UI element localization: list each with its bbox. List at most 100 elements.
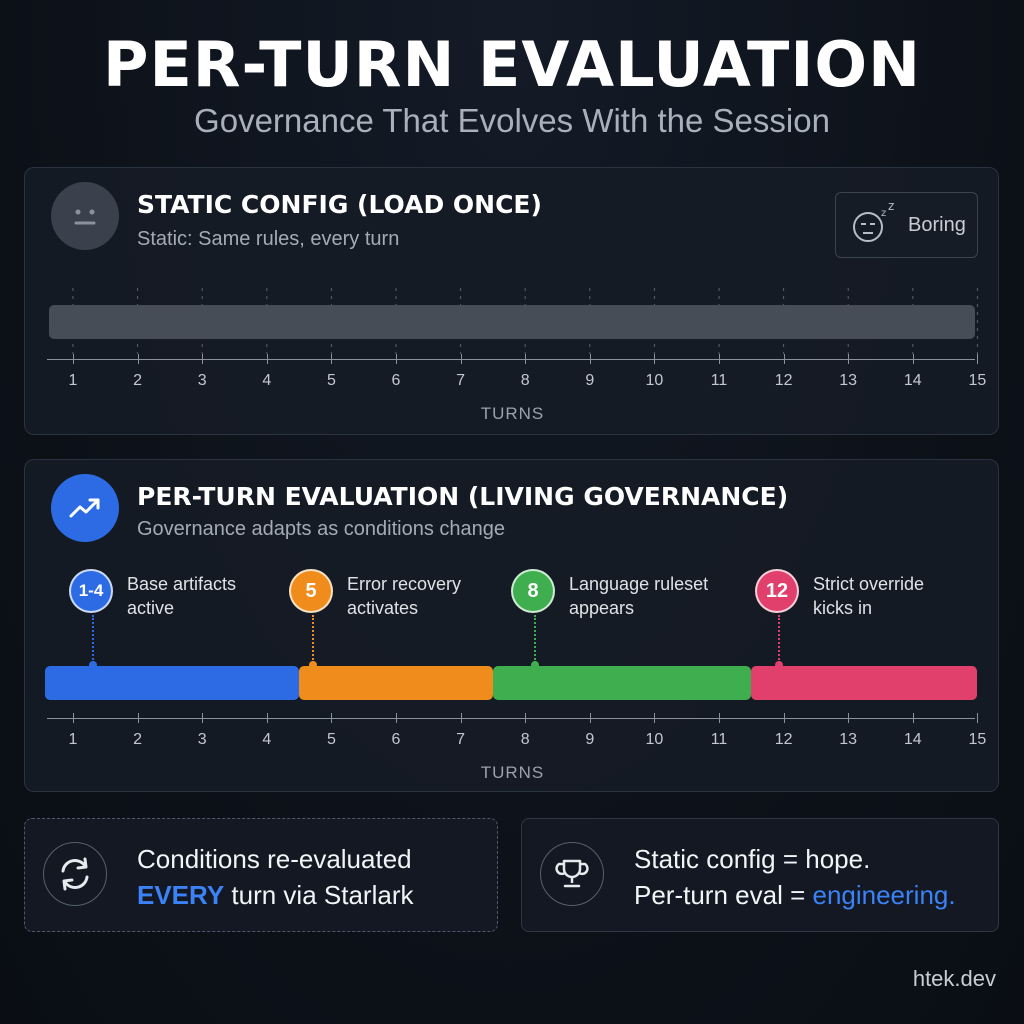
static-tick-label: 14 (903, 372, 922, 389)
living-tick-label: 15 (968, 731, 987, 748)
static-axis-line (47, 359, 975, 360)
every-accent: EVERY (137, 880, 225, 910)
footer-domain: htek.dev (912, 966, 996, 991)
phase-connector-dot (89, 661, 97, 669)
static-tick-label: 8 (520, 372, 530, 389)
static-axis-title: TURNS (480, 404, 545, 423)
living-tick (848, 713, 850, 723)
static-tick (73, 354, 74, 364)
svg-text:z: z (881, 208, 886, 219)
living-tick (396, 713, 397, 723)
static-tick-label: 7 (456, 372, 466, 389)
static-tick-label: 3 (197, 372, 207, 389)
living-governance-panel: PER-TURN EVALUATION (LIVING GOVERNANCE) … (24, 459, 999, 792)
phase-description: Language ruleset appears (569, 572, 729, 620)
living-tick-label: 14 (903, 731, 922, 748)
living-tick-label: 8 (520, 731, 530, 748)
phase-connector-dot (309, 661, 317, 669)
phase-segment (492, 666, 752, 700)
static-panel-title: STATIC CONFIG (LOAD ONCE) (137, 190, 542, 219)
trophy-icon (540, 842, 604, 906)
svg-text:z: z (888, 201, 894, 213)
static-tick (912, 354, 914, 364)
living-tick-label: 4 (262, 731, 272, 748)
living-tick (73, 713, 74, 723)
static-tick-label: 1 (68, 372, 78, 389)
phase-connector-dot (775, 661, 783, 669)
static-tick-label: 15 (968, 372, 987, 389)
living-tick (202, 713, 204, 723)
re-evaluation-line2: EVERY turn via Starlark (137, 877, 413, 913)
phase-marker: 1-4 (69, 569, 113, 613)
living-tick-label: 5 (326, 731, 336, 748)
static-tick (525, 354, 527, 364)
phase-description: Base artifacts active (127, 572, 287, 620)
phase-description-line1: Language ruleset (569, 574, 709, 594)
phase-description-line2: active (127, 598, 175, 618)
living-tick-label: 3 (197, 731, 207, 748)
static-config-panel: STATIC CONFIG (LOAD ONCE) Static: Same r… (24, 167, 999, 435)
phase-connector (312, 615, 314, 663)
living-tick (783, 713, 785, 723)
living-axis-title: TURNS (480, 763, 545, 782)
engineering-line: Per-turn eval = engineering. (634, 877, 956, 913)
static-tick (783, 354, 785, 364)
static-tick-label: 5 (326, 372, 336, 389)
living-tick-label: 9 (585, 731, 595, 748)
boring-badge: z z Boring (835, 192, 978, 258)
phase-marker: 8 (511, 569, 555, 613)
living-panel-subtitle: Governance adapts as conditions change (137, 518, 506, 540)
living-tick (912, 713, 914, 723)
hope-vs-engineering-text: Static config = hope. Per-turn eval = en… (634, 841, 956, 913)
living-tick (331, 713, 333, 723)
living-tick (977, 713, 979, 723)
living-tick-label: 13 (839, 731, 858, 748)
engineering-accent: engineering. (812, 880, 956, 910)
static-rules-bar (49, 305, 975, 339)
living-tick-label: 1 (68, 731, 78, 748)
hope-vs-engineering-card: Static config = hope. Per-turn eval = en… (521, 818, 999, 932)
phase-description-line2: activates (347, 598, 419, 618)
static-tick-label: 2 (133, 372, 143, 389)
living-tick (654, 713, 656, 723)
phase-connector (92, 615, 94, 663)
static-tick (977, 354, 979, 364)
living-tick (719, 713, 720, 723)
static-tick (331, 354, 333, 364)
static-tick-label: 4 (262, 372, 272, 389)
engineering-line-prefix: Per-turn eval = (634, 880, 813, 910)
re-evaluation-line2-rest: turn via Starlark (224, 880, 414, 910)
static-tick (396, 354, 397, 364)
static-tick (654, 354, 656, 364)
living-tick-label: 12 (774, 731, 793, 748)
living-tick-label: 10 (645, 731, 664, 748)
static-tick (266, 354, 268, 364)
re-evaluation-text: Conditions re-evaluated EVERY turn via S… (137, 841, 413, 913)
static-panel-subtitle: Static: Same rules, every turn (137, 228, 400, 250)
phase-segment (299, 666, 493, 700)
living-panel-title: PER-TURN EVALUATION (LIVING GOVERNANCE) (137, 482, 789, 511)
static-tick-label: 6 (391, 372, 401, 389)
living-tick-label: 6 (391, 731, 401, 748)
page-subtitle: Governance That Evolves With the Session (194, 102, 830, 139)
static-tick (719, 354, 720, 364)
living-axis-line (47, 718, 975, 719)
page-title: PER-TURN EVALUATION (103, 28, 921, 101)
living-tick (137, 713, 139, 723)
static-tick (137, 354, 139, 364)
refresh-cycle-icon (43, 842, 107, 906)
living-tick (589, 713, 591, 723)
phase-connector (778, 615, 780, 663)
living-tick (266, 713, 268, 723)
living-tick (460, 713, 462, 723)
static-tick (848, 354, 850, 364)
phase-segment (45, 666, 300, 700)
re-evaluation-card: Conditions re-evaluated EVERY turn via S… (24, 818, 498, 932)
phase-connector (534, 615, 536, 663)
phase-marker: 5 (289, 569, 333, 613)
trending-up-icon (51, 474, 119, 542)
living-tick-label: 2 (133, 731, 143, 748)
re-evaluation-line1: Conditions re-evaluated (137, 844, 412, 874)
static-tick (589, 354, 591, 364)
static-tick-label: 13 (839, 372, 858, 389)
